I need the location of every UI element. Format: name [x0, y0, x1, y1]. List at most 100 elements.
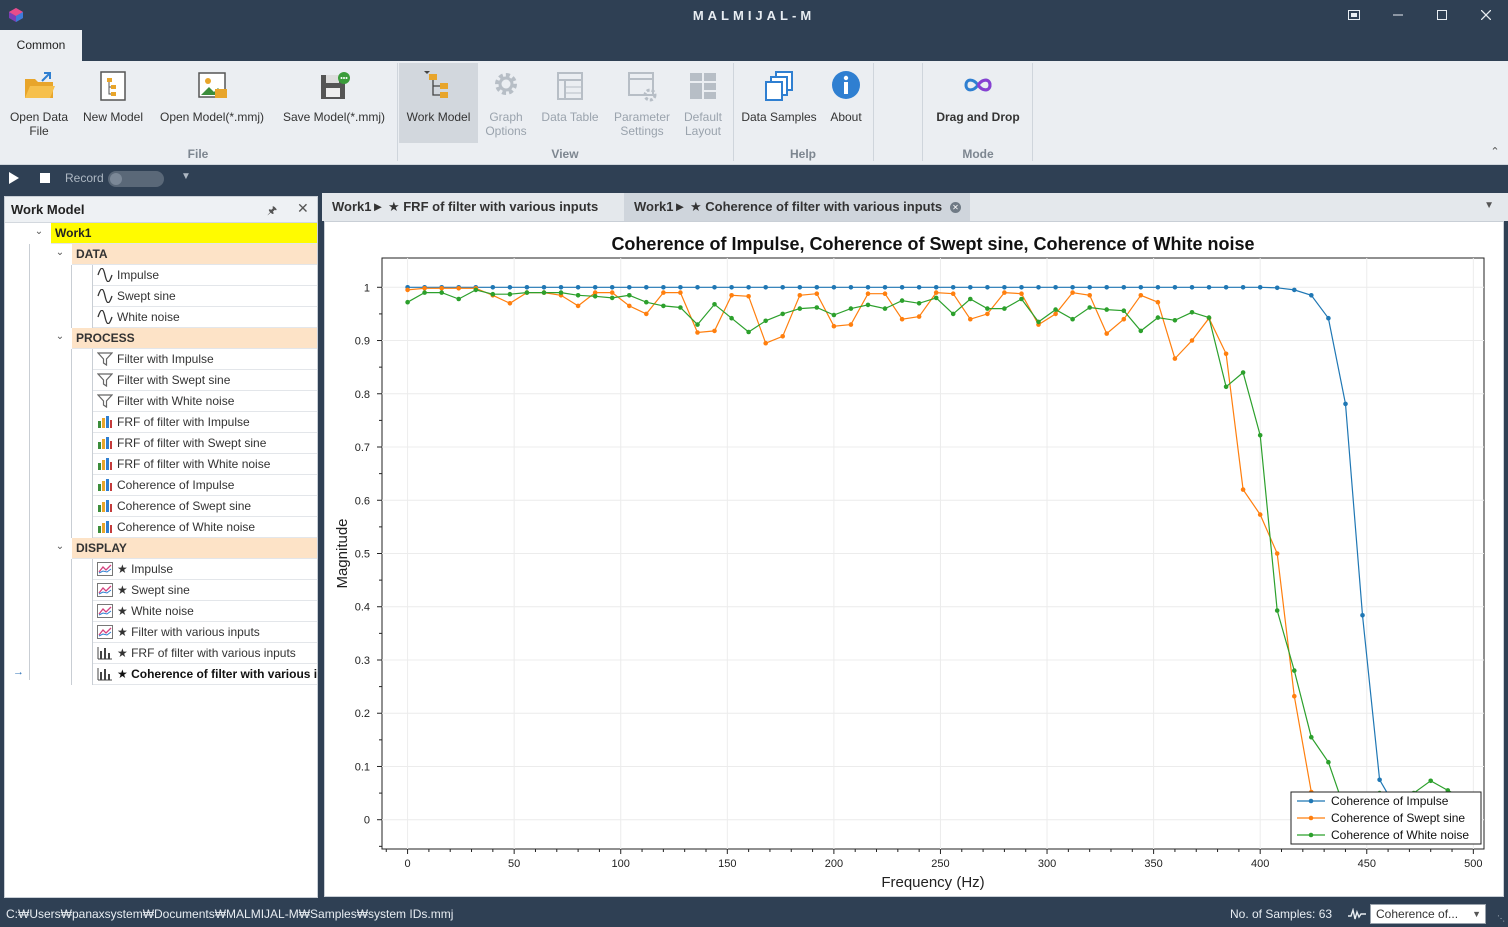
tree-item-label[interactable]: Coherence of Impulse: [93, 475, 317, 496]
work-model-label: Work Model: [406, 110, 471, 124]
tree-item-label[interactable]: FRF of filter with Swept sine: [93, 433, 317, 454]
ribbon-collapse-button[interactable]: ⌃: [1488, 145, 1502, 159]
group-view-label: View: [551, 147, 579, 161]
pin-icon[interactable]: 🖈: [267, 205, 278, 217]
signal-icon: [1348, 908, 1366, 920]
maximize-button[interactable]: [1420, 0, 1464, 30]
tree-item[interactable]: → ★ Coherence of filter with various inpu…: [5, 664, 317, 685]
tab-common[interactable]: Common: [0, 30, 82, 61]
tree-item[interactable]: ★ Swept sine: [5, 580, 317, 601]
data-point: [1121, 285, 1127, 290]
resize-grip-icon[interactable]: ⋱: [1497, 914, 1505, 923]
chevron-down-icon[interactable]: ▼: [1484, 200, 1494, 211]
new-model-button[interactable]: New Model: [78, 63, 148, 143]
tree-item-label[interactable]: White noise: [93, 307, 317, 328]
tree-item[interactable]: FRF of filter with Swept sine: [5, 433, 317, 454]
tree-item-label[interactable]: FRF of filter with Impulse: [93, 412, 317, 433]
data-table-button[interactable]: Data Table: [536, 63, 604, 143]
tree-item-label[interactable]: Impulse: [93, 265, 317, 286]
data-point: [695, 330, 700, 335]
tree-item[interactable]: Impulse: [5, 265, 317, 286]
data-point: [831, 312, 837, 318]
tree-category-display[interactable]: ⌄ DISPLAY: [5, 538, 317, 559]
tree-item[interactable]: FRF of filter with White noise: [5, 454, 317, 475]
data-point: [712, 328, 717, 334]
default-layout-button[interactable]: Default Layout: [678, 63, 728, 143]
chevron-down-icon[interactable]: ▼: [181, 171, 191, 182]
tree-item-label[interactable]: ★ FRF of filter with various inputs: [93, 643, 317, 664]
tree-item[interactable]: Filter with Swept sine: [5, 370, 317, 391]
save-model-button[interactable]: Save Model(*.mmj): [276, 63, 392, 143]
data-point: [1019, 296, 1024, 302]
tree-item-text: ★ FRF of filter with various inputs: [117, 646, 296, 660]
y-tick-label: 0.8: [355, 389, 370, 401]
chevron-down-icon[interactable]: ⌄: [34, 226, 44, 237]
tree-item-label[interactable]: FRF of filter with White noise: [93, 454, 317, 475]
chevron-down-icon[interactable]: ⌄: [55, 247, 65, 258]
tree-item[interactable]: ★ Filter with various inputs: [5, 622, 317, 643]
tree-category-process[interactable]: ⌄ PROCESS: [5, 328, 317, 349]
x-tick-label: 50: [508, 858, 520, 870]
tree-item-label[interactable]: ★ Impulse: [93, 559, 317, 580]
tree-item[interactable]: ★ Impulse: [5, 559, 317, 580]
about-button[interactable]: About: [823, 63, 869, 143]
tree-node-root[interactable]: ⌄ Work1: [5, 223, 317, 244]
data-item-impulse: Impulse: [117, 268, 160, 282]
tree-item-label[interactable]: Coherence of White noise: [93, 517, 317, 538]
data-point: [661, 290, 666, 295]
tree-item[interactable]: ★ FRF of filter with various inputs: [5, 643, 317, 664]
tree-item[interactable]: Coherence of Swept sine: [5, 496, 317, 517]
tree-category-data[interactable]: ⌄ DATA: [5, 244, 317, 265]
tree-item[interactable]: Filter with White noise: [5, 391, 317, 412]
parameter-settings-button[interactable]: Parameter Settings: [608, 63, 676, 143]
work-model-button[interactable]: Work Model: [399, 63, 478, 143]
tree-item[interactable]: ★ White noise: [5, 601, 317, 622]
tree-item[interactable]: FRF of filter with Impulse: [5, 412, 317, 433]
data-point: [933, 295, 939, 301]
data-point: [1155, 315, 1161, 320]
stop-icon[interactable]: [40, 173, 50, 183]
restore-view-button[interactable]: [1332, 0, 1376, 30]
parameter-settings-label-2: Settings: [620, 124, 664, 138]
close-button[interactable]: [1464, 0, 1508, 30]
open-data-file-button[interactable]: Open Data File: [4, 63, 74, 143]
tree-item[interactable]: Coherence of White noise: [5, 517, 317, 538]
minimize-button[interactable]: [1376, 0, 1420, 30]
tree-root-label[interactable]: Work1: [51, 223, 317, 244]
tree-item[interactable]: White noise: [5, 307, 317, 328]
data-point: [1087, 293, 1092, 298]
display-selector[interactable]: Coherence of... ▼: [1370, 904, 1486, 924]
tree-item[interactable]: Coherence of Impulse: [5, 475, 317, 496]
tab-frf-document[interactable]: Work1► ★ FRF of filter with various inpu…: [322, 193, 622, 221]
tree-item-label[interactable]: ★ Swept sine: [93, 580, 317, 601]
data-point: [1343, 401, 1348, 407]
tree-item-label[interactable]: ★ White noise: [93, 601, 317, 622]
tab-coherence-document[interactable]: Work1► ★ Coherence of filter with variou…: [624, 193, 970, 221]
tree-item[interactable]: Filter with Impulse: [5, 349, 317, 370]
tree-item-label[interactable]: Swept sine: [93, 286, 317, 307]
tree-item-label[interactable]: Filter with White noise: [93, 391, 317, 412]
chevron-down-icon[interactable]: ⌄: [55, 541, 65, 552]
tree-item-label[interactable]: Coherence of Swept sine: [93, 496, 317, 517]
data-point: [916, 314, 922, 319]
data-point: [1104, 307, 1109, 312]
close-tab-icon[interactable]: ✕: [950, 202, 961, 213]
tree-guide-line: [71, 265, 72, 328]
play-icon[interactable]: [9, 172, 19, 184]
coherence-chart[interactable]: 0 50 100 150 200 250 300 350 400 450 500 0 0.1 0.2 0.3…: [325, 222, 1503, 896]
open-model-button[interactable]: Open Model(*.mmj): [152, 63, 272, 143]
graph-options-button[interactable]: Graph Options: [480, 63, 532, 143]
tree-item-label[interactable]: Filter with Swept sine: [93, 370, 317, 391]
tree-item-label[interactable]: Filter with Impulse: [93, 349, 317, 370]
data-point: [848, 285, 854, 290]
data-point: [422, 286, 427, 291]
drag-and-drop-button[interactable]: Drag and Drop: [926, 63, 1030, 143]
tree-item[interactable]: Swept sine: [5, 286, 317, 307]
tree-item-label[interactable]: ★ Filter with various inputs: [93, 622, 317, 643]
data-samples-button[interactable]: Data Samples: [737, 63, 821, 143]
data-point: [712, 302, 717, 307]
chevron-down-icon[interactable]: ⌄: [55, 331, 65, 342]
record-toggle[interactable]: [108, 171, 164, 187]
close-icon[interactable]: ✕: [297, 200, 309, 216]
tree-item-label[interactable]: ★ Coherence of filter with various input…: [93, 664, 317, 685]
